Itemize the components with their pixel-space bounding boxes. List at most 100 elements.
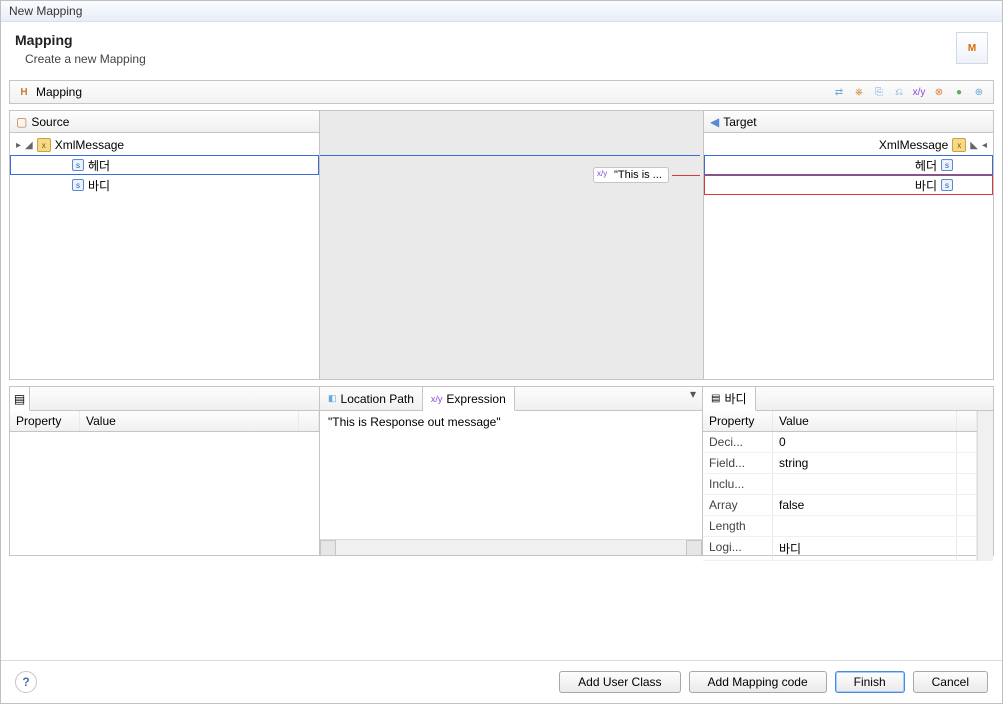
target-header: ◀ Target (704, 111, 993, 133)
source-tree[interactable]: ▸ ◢ x XmlMessage s 헤더 s 바디 (10, 133, 319, 379)
mapping-canvas[interactable]: "This is ... (320, 111, 703, 379)
window-title: New Mapping (9, 4, 82, 18)
right-prop-tab[interactable]: ▤ 바디 (703, 387, 756, 411)
tree-item-label: 바디 (88, 177, 110, 194)
mapping-main: ▢ Source ▸ ◢ x XmlMessage s 헤더 s 바디 "This i… (9, 110, 994, 380)
col-property: Property (703, 411, 773, 431)
add-mapping-code-button[interactable]: Add Mapping code (689, 671, 827, 693)
prop-value (773, 474, 957, 494)
col-property: Property (10, 411, 80, 431)
source-root-label: XmlMessage (55, 138, 124, 152)
collapse-icon[interactable]: ▸ (16, 140, 21, 151)
xml-icon: x (37, 138, 51, 152)
mapping-icon: M (956, 32, 988, 64)
source-tree-item[interactable]: s 바디 (10, 175, 319, 195)
target-tree[interactable]: XmlMessage x ◣ ◂ 헤더 s 바디s (704, 133, 993, 379)
col-value: Value (80, 411, 299, 431)
dialog-window: New Mapping Mapping Create a new Mapping… (0, 0, 1003, 704)
left-properties-panel: ▤ Property Value (10, 387, 320, 555)
expand-icon[interactable]: ◣ (970, 140, 978, 151)
property-row[interactable]: Inclu... (703, 474, 977, 495)
tree-item-label: 헤더 (915, 157, 937, 174)
target-tree-item[interactable]: 바디s (704, 175, 993, 195)
mapping-connection-line[interactable] (672, 175, 700, 176)
source-panel: ▢ Source ▸ ◢ x XmlMessage s 헤더 s 바디 (10, 111, 320, 379)
tree-item-label: 바디 (915, 177, 937, 194)
cancel-button[interactable]: Cancel (913, 671, 988, 693)
collapse-icon[interactable]: ◂ (982, 140, 987, 151)
titlebar: New Mapping (1, 1, 1002, 22)
right-prop-tab-header: ▤ 바디 (703, 387, 993, 411)
prop-name: Deci... (703, 432, 773, 452)
expression-tabs: ◧ Location Path x/y Expression ▾ (320, 387, 702, 411)
dialog-body: H Mapping ⇄⎈⎘⎌x/y⊗●⊕ ▢ Source ▸ ◢ x XmlM… (1, 80, 1002, 660)
property-row[interactable]: Field...string (703, 453, 977, 474)
expression-chip[interactable]: "This is ... (593, 167, 669, 183)
mapping-connection-line[interactable] (320, 155, 700, 156)
add-user-class-button[interactable]: Add User Class (559, 671, 680, 693)
tab-location-path[interactable]: ◧ Location Path (320, 387, 423, 410)
string-type-icon: s (72, 179, 84, 191)
target-tree-item[interactable]: 헤더 s (704, 155, 993, 175)
toolbar-action-icon[interactable]: ⎈ (851, 84, 867, 100)
page-title: Mapping (15, 32, 146, 48)
toolbar-action-icon[interactable]: ● (951, 84, 967, 100)
expression-panel: ◧ Location Path x/y Expression ▾ "This i… (320, 387, 703, 555)
bottom-panels: ▤ Property Value ◧ Location Path (9, 386, 994, 556)
tree-root-row[interactable]: XmlMessage x ◣ ◂ (704, 135, 993, 155)
prop-name: Length (703, 516, 773, 536)
source-header: ▢ Source (10, 111, 319, 133)
expression-body[interactable]: "This is Response out message" (320, 411, 702, 539)
right-properties-panel: ▤ 바디 Property Value Deci...0Field...stri… (703, 387, 993, 555)
left-prop-tab-header: ▤ (10, 387, 319, 411)
tree-item-label: 헤더 (88, 157, 110, 174)
col-value: Value (773, 411, 957, 431)
prop-name: Field... (703, 453, 773, 473)
string-type-icon: s (941, 159, 953, 171)
right-prop-table: Property Value Deci...0Field...stringInc… (703, 411, 977, 561)
toolbar-action-icon[interactable]: ⎌ (891, 84, 907, 100)
horizontal-scrollbar[interactable] (320, 539, 702, 555)
string-type-icon: s (72, 159, 84, 171)
dialog-header: Mapping Create a new Mapping M (1, 22, 1002, 80)
property-row[interactable]: Length (703, 516, 977, 537)
vertical-scrollbar[interactable] (977, 411, 993, 561)
left-prop-table: Property Value (10, 411, 319, 555)
tree-root-row[interactable]: ▸ ◢ x XmlMessage (10, 135, 319, 155)
finish-button[interactable]: Finish (835, 671, 905, 693)
source-tree-item[interactable]: s 헤더 (10, 155, 319, 175)
source-header-icon: ▢ (16, 115, 27, 129)
toolbar-action-icon[interactable]: ⇄ (831, 84, 847, 100)
target-root-label: XmlMessage (879, 138, 948, 152)
prop-value: false (773, 495, 957, 515)
page-subtitle: Create a new Mapping (25, 52, 146, 66)
toolbar-action-icon[interactable]: ⊗ (931, 84, 947, 100)
help-icon[interactable]: ? (15, 671, 37, 693)
tab-expression[interactable]: x/y Expression (423, 387, 515, 411)
source-header-label: Source (31, 115, 69, 129)
toolbar-action-icon[interactable]: x/y (911, 84, 927, 100)
toolbar-action-icon[interactable]: ⎘ (871, 84, 887, 100)
prop-name: Logi... (703, 537, 773, 560)
target-header-icon: ◀ (710, 115, 719, 129)
property-row[interactable]: Logi...바디 (703, 537, 977, 561)
target-header-label: Target (723, 115, 756, 129)
mapping-toolbar-actions: ⇄⎈⎘⎌x/y⊗●⊕ (831, 84, 987, 100)
mapping-toolbar: H Mapping ⇄⎈⎘⎌x/y⊗●⊕ (9, 80, 994, 104)
property-row[interactable]: Arrayfalse (703, 495, 977, 516)
expand-icon[interactable]: ◢ (25, 140, 33, 151)
dialog-footer: ? Add User Class Add Mapping code Finish… (1, 660, 1002, 703)
prop-name: Inclu... (703, 474, 773, 494)
prop-value (773, 516, 957, 536)
prop-name: Array (703, 495, 773, 515)
left-prop-tab[interactable]: ▤ (10, 387, 30, 411)
mapping-bar-label: Mapping (36, 85, 82, 99)
tab-dropdown-icon[interactable]: ▾ (690, 387, 702, 410)
prop-value: 0 (773, 432, 957, 452)
prop-value: 바디 (773, 537, 957, 560)
xml-icon: x (952, 138, 966, 152)
toolbar-action-icon[interactable]: ⊕ (971, 84, 987, 100)
target-panel: ◀ Target XmlMessage x ◣ ◂ 헤더 s 바디s (703, 111, 993, 379)
property-row[interactable]: Deci...0 (703, 432, 977, 453)
mapping-bar-icon: H (16, 84, 32, 100)
